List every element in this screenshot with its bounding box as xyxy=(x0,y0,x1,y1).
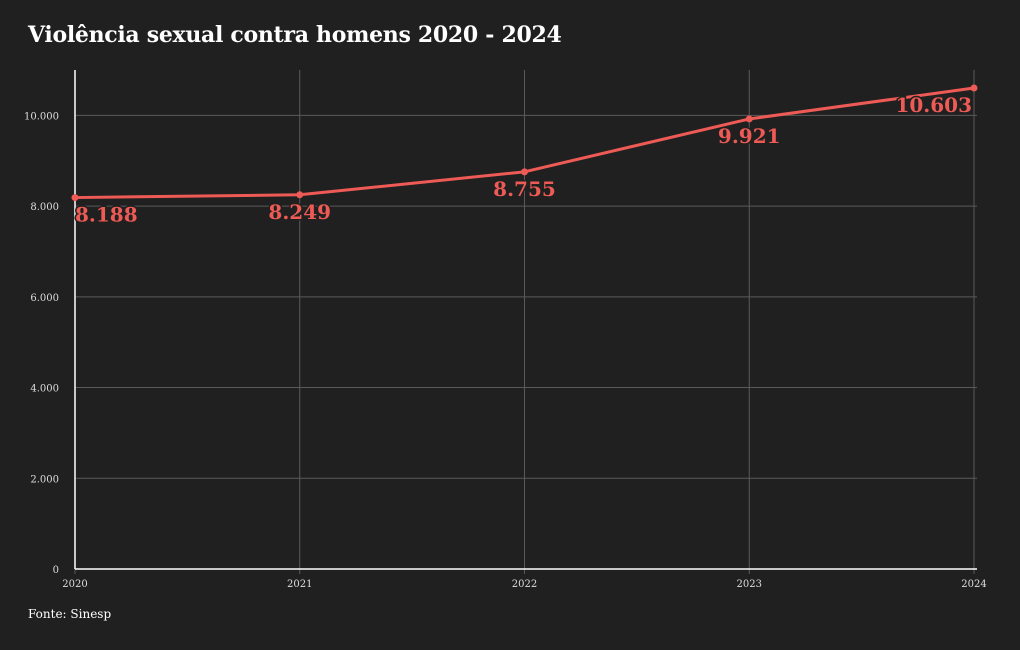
data-label: 10.603 xyxy=(895,93,972,117)
series-layer xyxy=(71,84,978,202)
y-tick-label: 0 xyxy=(53,565,59,576)
y-tick-label: 8.000 xyxy=(30,202,59,213)
y-tick-label: 2.000 xyxy=(30,474,59,485)
data-point xyxy=(296,191,304,199)
x-tick-label: 2022 xyxy=(512,579,537,590)
data-label: 8.755 xyxy=(493,177,556,201)
x-tick-label: 2023 xyxy=(737,579,762,590)
x-tick-label: 2024 xyxy=(961,579,986,590)
data-point xyxy=(970,84,978,92)
y-tick-label: 10.000 xyxy=(24,111,59,122)
data-label: 8.249 xyxy=(268,200,331,224)
x-tick-label: 2021 xyxy=(287,579,312,590)
data-label: 8.188 xyxy=(75,203,138,227)
y-tick-label: 4.000 xyxy=(30,384,59,395)
y-tick-label: 6.000 xyxy=(30,293,59,304)
x-tick-label: 2020 xyxy=(62,579,87,590)
chart-title: Violência sexual contra homens 2020 - 20… xyxy=(28,22,562,48)
axis-layer: 0 2.000 4.000 6.000 8.000 10.000 2020 2021 2022 2… xyxy=(24,70,987,590)
label-layer: 8.188 8.249 8.755 9.921 10.603 xyxy=(74,92,974,229)
data-point xyxy=(745,115,753,123)
source-note: Fonte: Sinesp xyxy=(28,607,112,621)
grid-layer xyxy=(74,70,977,574)
data-point xyxy=(521,168,528,176)
data-point xyxy=(71,194,79,202)
data-label: 9.921 xyxy=(718,124,781,148)
